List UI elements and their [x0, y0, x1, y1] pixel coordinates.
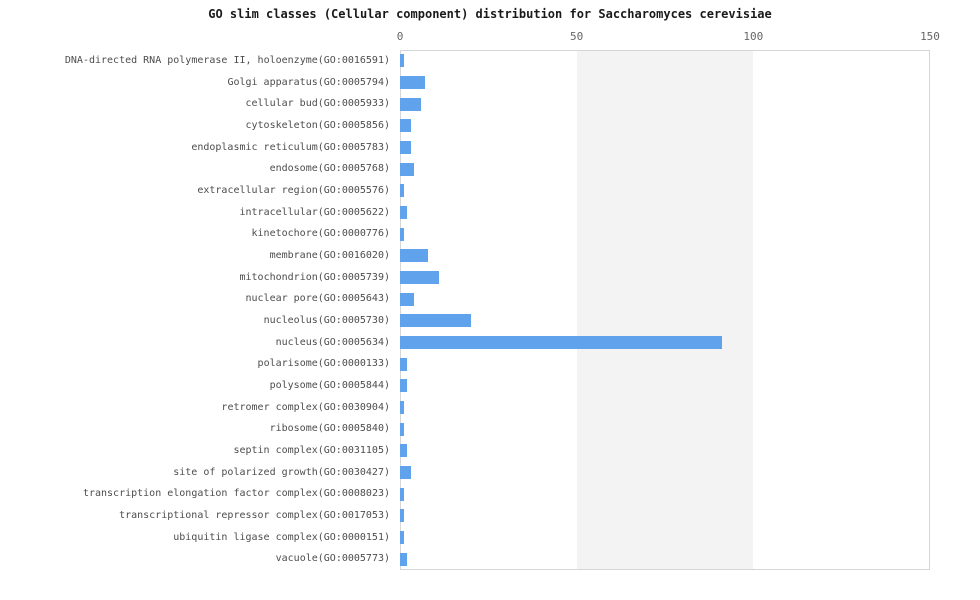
category-label: polarisome(GO:0000133) — [257, 358, 390, 370]
bar — [400, 531, 404, 544]
chart-title: GO slim classes (Cellular component) dis… — [208, 7, 772, 21]
category-label: polysome(GO:0005844) — [269, 380, 390, 391]
bar — [400, 444, 408, 458]
category-label: nuclear pore(GO:0005643) — [245, 293, 391, 305]
bar — [400, 552, 408, 566]
bar — [400, 227, 404, 241]
bar — [400, 314, 471, 328]
bar — [400, 422, 404, 436]
bar — [400, 76, 425, 89]
category-label: vacuole(GO:0005773) — [275, 553, 390, 565]
category-label: cytoskeleton(GO:0005856) — [245, 120, 391, 131]
category-label: site of polarized growth(GO:0030427) — [173, 466, 390, 478]
bar — [400, 357, 408, 371]
bar — [400, 97, 422, 111]
category-label: septin complex(GO:0031105) — [233, 445, 390, 456]
bar — [400, 184, 404, 198]
bar — [400, 509, 404, 523]
bar — [400, 162, 415, 176]
plot-area — [400, 50, 930, 570]
category-label: extracellular region(GO:0005576) — [197, 185, 390, 196]
category-label: transcription elongation factor complex(… — [82, 488, 390, 500]
category-label: ribosome(GO:0005840) — [269, 423, 390, 435]
bar — [400, 379, 408, 393]
bar — [400, 292, 415, 306]
bar — [400, 336, 722, 349]
bar — [400, 249, 429, 263]
bar — [400, 466, 411, 479]
bar — [400, 206, 408, 219]
category-label: intracellular(GO:0005622) — [239, 206, 390, 218]
category-label: ubiquitin ligase complex(GO:0000151) — [173, 531, 390, 543]
category-label: Golgi apparatus(GO:0005794) — [227, 76, 390, 88]
bar — [400, 487, 404, 501]
category-label: retromer complex(GO:0030904) — [221, 401, 390, 413]
background-stripe-band — [576, 51, 754, 569]
category-label: nucleus(GO:0005634) — [275, 336, 390, 348]
bar — [400, 119, 411, 133]
category-label: kinetochore(GO:0000776) — [251, 228, 390, 240]
category-label: nucleolus(GO:0005730) — [263, 315, 390, 326]
category-label: endoplasmic reticulum(GO:0005783) — [191, 141, 390, 153]
bar — [400, 141, 411, 154]
category-label: endosome(GO:0005768) — [269, 163, 390, 175]
bar — [400, 401, 404, 414]
category-label: DNA-directed RNA polymerase II, holoenzy… — [64, 55, 390, 66]
category-label: membrane(GO:0016020) — [269, 250, 390, 261]
bar — [400, 271, 439, 284]
category-label: transcriptional repressor complex(GO:001… — [119, 510, 390, 521]
category-label: mitochondrion(GO:0005739) — [239, 271, 390, 283]
category-label: cellular bud(GO:0005933) — [245, 98, 391, 110]
bar — [400, 54, 404, 68]
